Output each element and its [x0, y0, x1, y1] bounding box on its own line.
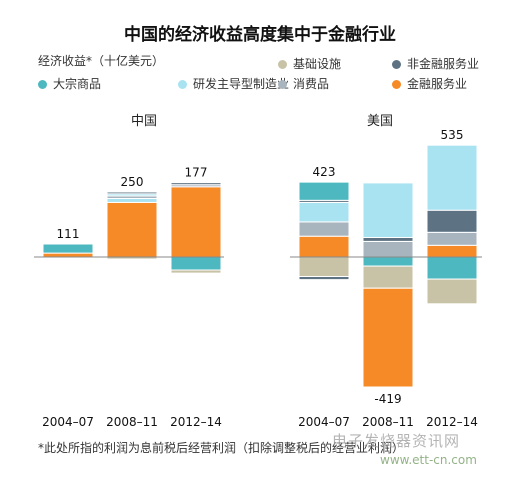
- bar-segment: [42, 243, 94, 254]
- bar-total-label: 535: [441, 128, 464, 142]
- legend-swatch: [392, 60, 401, 69]
- bar-segment: [426, 144, 478, 211]
- legend-swatch: [278, 60, 287, 69]
- legend-label: 非金融服务业: [407, 57, 480, 71]
- category-label: 2004–07: [42, 415, 94, 429]
- category-label: 2012–14: [426, 415, 478, 429]
- legend-label: 基础设施: [293, 57, 342, 71]
- legend-label: 大宗商品: [53, 77, 102, 91]
- bar-segment: [298, 256, 350, 277]
- legend-item: 金融服务业: [392, 75, 467, 92]
- bar-segment: [42, 252, 94, 258]
- bar-segment: [298, 276, 350, 281]
- legend-swatch: [392, 80, 401, 89]
- bar-total-label: 177: [185, 166, 208, 180]
- bar-total-label: -419: [374, 392, 401, 406]
- category-label: 2004–07: [298, 415, 350, 429]
- legend-label: 金融服务业: [407, 77, 468, 91]
- bar-total-label: 250: [121, 175, 144, 189]
- bar-segment: [426, 278, 478, 305]
- bar-segment: [106, 198, 158, 203]
- category-label: 2008–11: [362, 415, 414, 429]
- bar-segment: [298, 201, 350, 223]
- bar-segment: [426, 256, 478, 280]
- legend-item: 基础设施: [278, 55, 341, 72]
- bar-segment: [362, 240, 414, 258]
- panel-title-china: 中国: [131, 114, 158, 129]
- legend-item: 大宗商品: [38, 75, 101, 92]
- watermark-text: 电子发烧器资讯网: [332, 432, 461, 450]
- bar-segment: [170, 182, 222, 186]
- chart-title: 中国的经济收益高度集中于金融行业: [124, 25, 396, 45]
- bar-segment: [298, 235, 350, 258]
- legend-item: 研发主导型制造业: [178, 75, 289, 92]
- legend-swatch: [38, 80, 47, 89]
- bar-segment: [426, 209, 478, 233]
- footnote: *此处所指的利润为息前税后经营利润（扣除调整税后的经营业利润）: [38, 441, 405, 455]
- bar-segment: [362, 182, 414, 238]
- bar-segment: [362, 265, 414, 289]
- legend-label: 消费品: [293, 77, 330, 91]
- bar-total-label: 423: [313, 165, 336, 179]
- bar-segment: [362, 237, 414, 242]
- panel-title-usa: 美国: [367, 114, 394, 129]
- bar-segment: [170, 269, 222, 274]
- bar-segment: [298, 221, 350, 237]
- bar-segment: [362, 256, 414, 267]
- bar-segment: [362, 287, 414, 388]
- bar-segment: [298, 181, 350, 201]
- bar-segment: [170, 186, 222, 258]
- watermark-url: www.ett-cn.com: [380, 453, 477, 467]
- legend-label: 研发主导型制造业: [193, 77, 290, 91]
- y-axis-label: 经济收益*（十亿美元）: [38, 54, 165, 68]
- bar-total-label: 111: [57, 227, 80, 241]
- legend-item: 消费品: [278, 75, 329, 92]
- category-label: 2012–14: [170, 415, 222, 429]
- legend-swatch: [178, 80, 187, 89]
- bar-segment: [106, 201, 158, 258]
- category-label: 2008–11: [106, 415, 158, 429]
- bar-segment: [426, 231, 478, 246]
- bar-segment: [106, 191, 158, 195]
- bar-segment: [426, 244, 478, 258]
- bar-segment: [170, 256, 222, 271]
- legend-swatch: [278, 80, 287, 89]
- legend-item: 非金融服务业: [392, 55, 479, 72]
